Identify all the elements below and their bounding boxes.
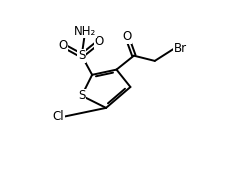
Text: O: O xyxy=(122,30,132,43)
Text: NH₂: NH₂ xyxy=(74,25,96,38)
Text: Br: Br xyxy=(174,42,187,55)
Text: S: S xyxy=(78,49,85,62)
Text: O: O xyxy=(58,39,67,52)
Text: S: S xyxy=(78,89,85,102)
Text: Cl: Cl xyxy=(53,110,64,123)
Text: O: O xyxy=(94,35,104,48)
